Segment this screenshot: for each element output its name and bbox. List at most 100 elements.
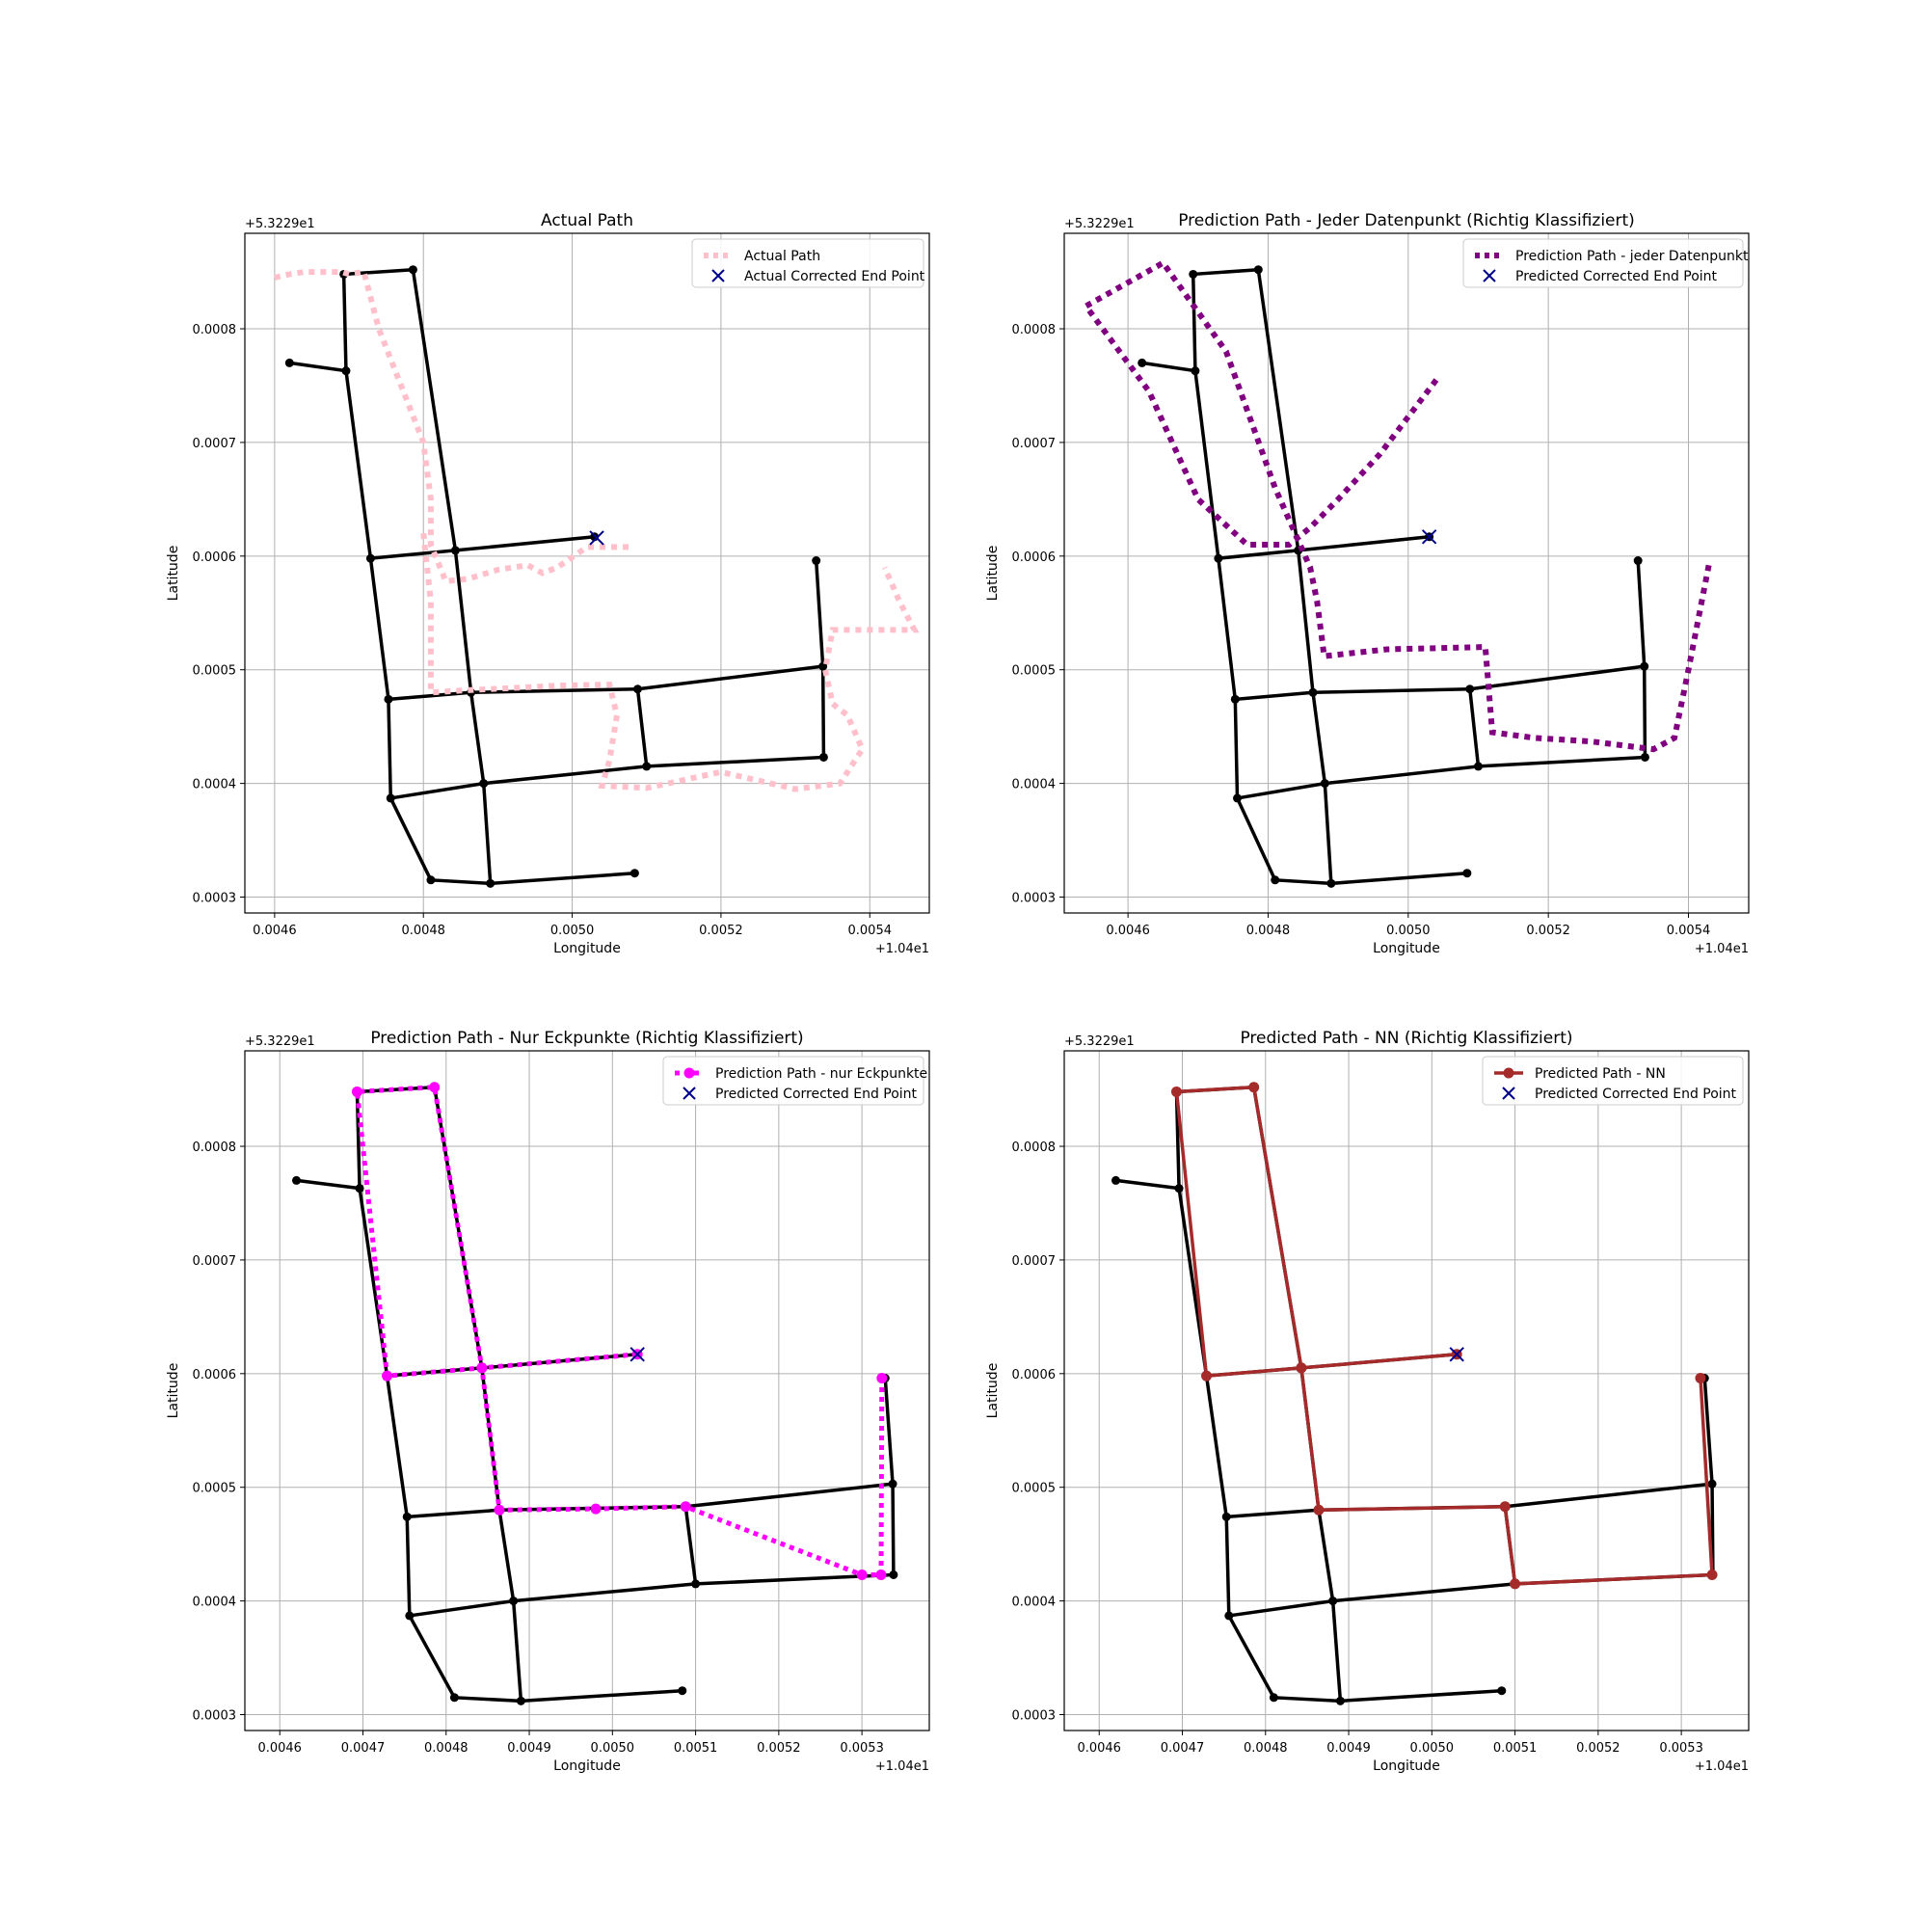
path-marker <box>1296 1362 1307 1374</box>
y-tick-label: 0.0005 <box>193 1482 237 1496</box>
path-marker <box>875 1569 887 1580</box>
road-node <box>1308 687 1318 697</box>
road-segment <box>1192 267 1259 277</box>
x-tick-label: 0.0052 <box>757 1741 801 1756</box>
road-segment <box>1468 688 1481 767</box>
road-segment <box>820 666 826 758</box>
road-segment <box>1332 1582 1515 1603</box>
road-segment <box>1224 1516 1231 1616</box>
road-segment <box>483 765 647 786</box>
x-tick-label: 0.0054 <box>1667 924 1711 938</box>
road-node <box>291 1175 301 1185</box>
road-segment <box>1298 535 1430 552</box>
road-node <box>1640 661 1649 671</box>
y-tick-label: 0.0008 <box>193 1140 237 1155</box>
x-tick-label: 0.0052 <box>1526 924 1570 938</box>
y-tick-label: 0.0004 <box>1012 1596 1057 1610</box>
road-node <box>1640 752 1649 762</box>
road-node <box>1497 1686 1507 1696</box>
path-marker <box>876 1373 888 1384</box>
road-node <box>426 875 436 885</box>
road-segment <box>1469 664 1645 691</box>
y-tick-label: 0.0004 <box>193 1596 237 1610</box>
road-segment <box>1115 1178 1180 1191</box>
x-tick-label: 0.0046 <box>1106 924 1150 938</box>
legend-box <box>1462 238 1744 288</box>
road-segment <box>883 1378 895 1485</box>
x-tick-label: 0.0047 <box>1161 1741 1205 1756</box>
x-axis-label: Longitude <box>1373 941 1440 956</box>
axes-frame <box>244 1050 930 1731</box>
road-segment <box>1317 1510 1335 1601</box>
path-marker <box>476 1362 488 1374</box>
road-segment <box>1218 549 1299 560</box>
axes-frame <box>244 232 930 914</box>
legend-x-marker-b <box>711 269 725 282</box>
legend-label: Predicted Corrected End Point <box>1515 269 1718 284</box>
x-axis-label: Longitude <box>553 1758 621 1774</box>
road-node <box>818 752 828 762</box>
road-node <box>402 1512 412 1521</box>
road-segment <box>343 267 414 277</box>
path-marker <box>1170 1086 1182 1097</box>
road-node <box>1253 265 1263 275</box>
end-point-marker-b <box>629 1347 645 1362</box>
road-segment <box>411 269 458 551</box>
chart-title: Prediction Path - Nur Eckpunkte (Richtig… <box>370 1029 803 1048</box>
x-tick-label: 0.0050 <box>1410 1741 1455 1756</box>
road-segment <box>1141 361 1196 373</box>
path-line <box>1174 1085 1714 1586</box>
road-segment <box>635 688 649 767</box>
path-line <box>1082 258 1713 753</box>
y-tick-label: 0.0008 <box>1012 323 1057 337</box>
road-node <box>818 661 828 671</box>
road-segment <box>430 878 491 886</box>
road-segment <box>405 1516 412 1616</box>
road-node <box>1174 1184 1184 1194</box>
legend-box <box>1482 1056 1744 1106</box>
road-segment <box>409 1598 514 1618</box>
legend-label: Predicted Corrected End Point <box>1535 1087 1737 1102</box>
legend: Prediction Path - nur Eckpunkte Predicted… <box>662 1056 927 1106</box>
road-segment <box>1330 871 1467 886</box>
path-marker <box>1510 1578 1521 1590</box>
road-segment <box>1273 1696 1341 1704</box>
subplot-4: 0.0046 0.0047 0.0048 0.0049 0.0050 0.0051 0.00… <box>985 1029 1750 1774</box>
road-segment <box>470 687 638 695</box>
x-tick-label: 0.0049 <box>1326 1741 1371 1756</box>
y-axis-label: Latitude <box>166 546 181 602</box>
x-tick-label: 0.0048 <box>424 1741 469 1756</box>
plot-area <box>1111 1082 1718 1705</box>
road-segment <box>521 1688 683 1704</box>
path-line <box>354 1085 885 1577</box>
path-marker <box>1248 1082 1260 1093</box>
road-segment <box>408 1615 456 1699</box>
road-node <box>509 1597 519 1606</box>
road-segment <box>1478 755 1646 768</box>
road-segment <box>1296 550 1315 693</box>
end-point-marker-b <box>1449 1347 1464 1362</box>
road-segment <box>1325 765 1479 786</box>
road-node <box>1230 694 1240 704</box>
plot-area <box>274 265 920 888</box>
legend-marker <box>1503 1067 1514 1079</box>
legend-x-marker-b <box>1483 269 1496 282</box>
road-segment <box>385 1375 409 1517</box>
y-tick-label: 0.0003 <box>193 1708 237 1723</box>
road-segment <box>469 692 486 784</box>
road-node <box>1320 779 1329 789</box>
x-tick-label: 0.0050 <box>591 1741 635 1756</box>
y-tick-label: 0.0007 <box>193 1254 237 1269</box>
road-segment <box>1340 1688 1502 1704</box>
plot-area <box>1082 258 1713 888</box>
road-node <box>1328 1597 1338 1606</box>
plot-area <box>291 1082 898 1705</box>
path-marker <box>429 1082 441 1093</box>
x-offset-label: +1.04e1 <box>1695 1759 1749 1774</box>
legend-x-marker-b <box>683 1087 696 1100</box>
road-segment <box>455 535 595 552</box>
road-segment <box>1256 269 1300 551</box>
subplot-3: 0.0046 0.0047 0.0048 0.0049 0.0050 0.0051 0.00… <box>166 1029 930 1774</box>
road-node <box>1473 762 1483 771</box>
path-marker <box>1499 1501 1511 1513</box>
